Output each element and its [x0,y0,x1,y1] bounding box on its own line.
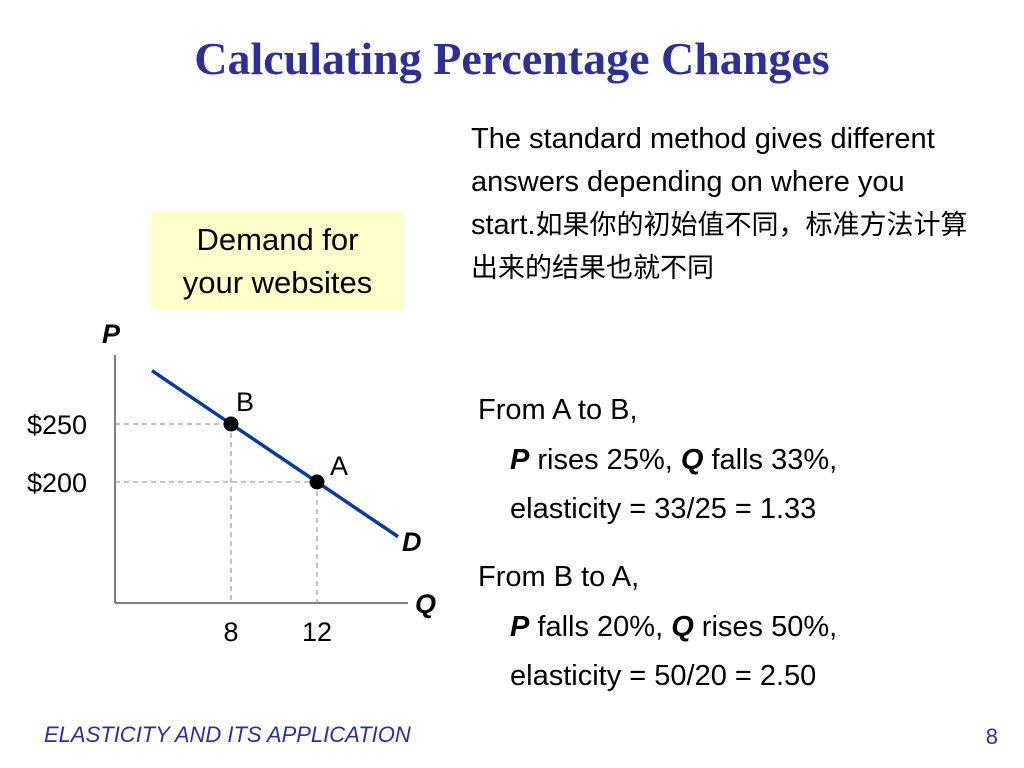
b-to-a-changes: P falls 20%, Q rises 50%, [510,610,837,644]
b-to-a-p-symbol: P [510,611,530,643]
y-tick-label: $250 [27,410,87,440]
page-number: 8 [985,724,998,749]
a-to-b-q-symbol: Q [680,444,704,476]
x-axis-label: Q [415,589,436,619]
intro-chinese: 如果你的初始值不同，标准方法计算出来的结果也就不同 [471,210,968,284]
caption-line-2: your websites [182,265,373,300]
slide-title: Calculating Percentage Changes [194,33,830,84]
b-to-a-elasticity: elasticity = 50/20 = 2.50 [510,660,817,692]
b-to-a-heading: From B to A, [478,561,640,593]
y-axis-label: P [102,319,121,349]
point-label-a: A [330,451,348,481]
demand-curve [151,369,399,539]
chart-caption-box: Demand for your websites [151,212,404,310]
caption-line-1: Demand for [196,222,359,257]
b-to-a-q-symbol: Q [671,611,694,643]
x-tick-label: 12 [302,617,332,647]
y-tick-label: $200 [27,468,87,498]
a-to-b-p-change: rises 25%, [529,444,681,476]
b-to-a-q-change: rises 50%, [693,611,838,643]
a-to-b-changes: P rises 25%, Q falls 33%, [510,443,837,477]
demand-curve-label: D [402,527,422,557]
x-tick-label: 8 [223,617,238,647]
b-to-a-p-change: falls 20%, [529,611,672,643]
intro-english: The standard method gives different answ… [471,123,935,241]
intro-text: The standard method gives different answ… [471,118,971,290]
a-to-b-q-change: falls 33%, [703,444,838,476]
footer-title: ELASTICITY AND ITS APPLICATION [44,722,411,747]
point-a [309,474,325,490]
point-label-b: B [236,387,254,417]
point-b [223,416,239,432]
a-to-b-elasticity: elasticity = 33/25 = 1.33 [510,493,817,525]
a-to-b-p-symbol: P [510,444,530,476]
a-to-b-heading: From A to B, [478,394,638,426]
